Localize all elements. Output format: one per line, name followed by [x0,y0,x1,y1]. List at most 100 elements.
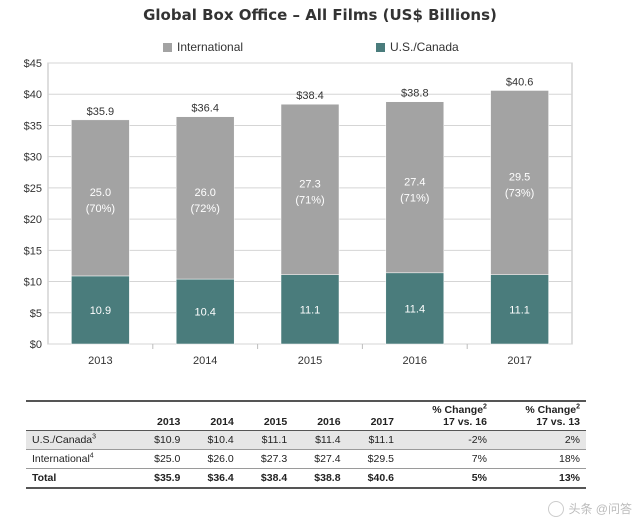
table-cell: $40.6 [367,472,394,484]
watermark-text: 头条 @问答 [568,502,632,516]
table-cell: $36.4 [207,472,234,484]
table-row: International4 $25.0 $26.0 $27.3 $27.4 $29.5 7… [26,450,586,469]
change-header-1-text: % Change [432,404,484,416]
y-tick-label: $10 [24,277,42,289]
data-label-international: 27.4 [404,176,425,188]
data-label-international-pct: (70%) [86,203,115,215]
legend-label-international: International [177,40,244,54]
table-header-2017: 2017 [370,416,394,428]
change-header-2-text: % Change [525,404,577,416]
table-cell: $10.4 [207,434,234,446]
data-label-us-canada: 11.1 [509,304,530,316]
table-header-2015: 2015 [263,416,288,428]
change-header-1-sub: 17 vs. 16 [443,416,487,428]
y-tick-label: $30 [24,152,42,164]
table-body: U.S./Canada3 $10.9 $10.4 $11.1 $11.4 $11.1 -2%… [26,430,586,489]
table-cell-change: 5% [471,472,487,484]
bar-international [280,103,340,275]
legend-item-us-canada: U.S./Canada [376,40,459,54]
table-cell: $11.4 [315,434,341,446]
data-label-total: $36.4 [191,103,219,115]
x-tick-label: 2016 [403,355,427,367]
table-row-footnote: 4 [89,452,94,460]
table-cell: $25.0 [154,453,181,465]
table-header-2014: 2014 [210,416,234,428]
table-header-change-17-16: % Change2 17 vs. 16 [400,401,493,431]
table-cell: $11.1 [261,434,288,446]
bar-international [490,90,549,275]
table-row-label: International4 [26,450,133,469]
table-header-2016: 2016 [317,416,341,428]
bar-us-canada [71,275,130,345]
change-header-2-sub: 17 vs. 13 [536,416,580,428]
data-label-total: $40.6 [506,76,534,88]
watermark-logo-icon [548,500,565,517]
bar-international [175,116,235,280]
table-cell: $27.3 [260,453,288,465]
table-header-label [26,401,133,431]
table-row-label-text: U.S./Canada [32,434,93,446]
data-label-us-canada: 10.4 [194,307,215,319]
change-header-2-sup: 2 [576,403,580,411]
data-label-us-canada: 11.1 [300,304,321,316]
chart-legend: International U.S./Canada [0,40,640,56]
table-row: Total $35.9 $36.4 $38.4 $38.8 $40.6 5% 13% [26,468,586,489]
table-cell: $29.5 [367,453,394,465]
table-cell: $27.4 [314,453,341,465]
y-tick-label: $35 [24,120,42,132]
data-label-international-pct: (71%) [295,194,324,206]
table-header-row: 2013 2014 2015 2016 2017 % Change2 17 vs… [26,401,586,431]
x-tick-label: 2017 [507,355,531,367]
table-row-footnote: 3 [92,433,97,441]
bar-international [71,119,130,277]
table-cell: $26.0 [207,453,234,465]
y-tick-label: $40 [24,89,42,101]
legend-swatch-international [163,42,172,52]
change-header-1-sup: 2 [483,403,487,411]
data-label-international: 27.3 [299,178,320,190]
table-row-label: U.S./Canada3 [26,431,133,450]
legend-item-international: International [163,40,243,54]
table-cell: $11.1 [368,434,394,446]
data-table-container: 2013 2014 2015 2016 2017 % Change2 17 vs… [26,400,586,489]
data-label-total: $38.4 [296,90,324,102]
table-cell: $38.4 [260,472,288,484]
data-label-international-pct: (72%) [191,203,220,215]
y-tick-label: $45 [24,58,42,70]
y-tick-label: $0 [30,339,42,351]
table-row-label: Total [26,469,133,489]
table-cell-change: -2% [468,434,487,446]
table-cell: $10.9 [154,434,181,446]
bar-us-canada [385,272,445,345]
data-label-international: 25.0 [90,187,111,199]
data-label-international-pct: (71%) [400,192,429,204]
watermark: 头条 @问答 [548,500,632,517]
data-label-international-pct: (73%) [505,188,534,200]
data-label-total: $35.9 [87,106,115,118]
table-header-change-17-13: % Change2 17 vs. 13 [493,401,586,431]
data-label-total: $38.8 [401,88,429,100]
data-table: 2013 2014 2015 2016 2017 % Change2 17 vs… [26,400,586,489]
table-cell-change: 18% [558,453,580,465]
bar-us-canada [490,274,549,345]
table-cell: $35.9 [154,472,181,484]
data-label-us-canada: 10.9 [90,305,111,317]
y-tick-label: $20 [24,214,42,226]
bar-us-canada [280,274,340,345]
table-row-label-text: Total [32,472,57,484]
table-cell-change: 7% [471,453,487,465]
data-label-us-canada: 11.4 [405,303,426,315]
table-cell: $38.8 [314,472,341,484]
y-tick-label: $15 [24,245,42,257]
legend-label-us-canada: U.S./Canada [390,40,459,54]
table-row: U.S./Canada3 $10.9 $10.4 $11.1 $11.4 $11.1 -2%… [26,430,586,450]
data-label-international: 26.0 [194,187,215,199]
data-label-international: 29.5 [509,172,530,184]
y-tick-label: $5 [30,308,42,320]
bar-international [385,101,445,274]
table-cell-change: 13% [558,472,580,484]
legend-swatch-us-canada [376,42,385,52]
x-tick-label: 2014 [193,355,217,367]
table-row-label-text: International [32,453,90,465]
bar-chart: $0 $5 $10 $15 $20 $25 $30 $35 $40 $45 10.9 25.0 (70%… [24,58,573,367]
